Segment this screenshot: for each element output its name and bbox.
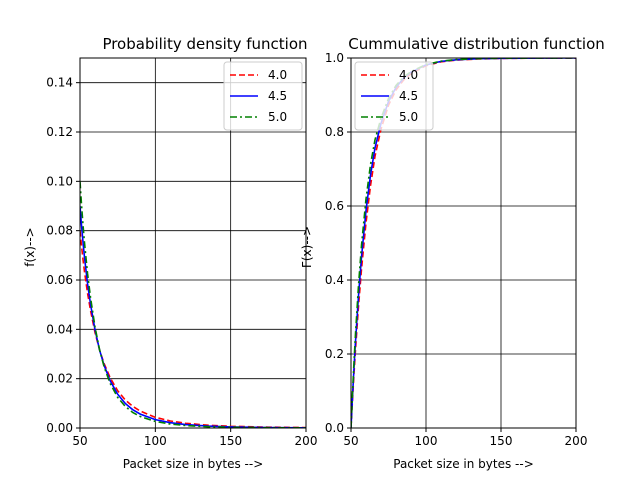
pdf-chart: 50 100 150 200 0.00 0.02 0.04 0.06 0.08 0.10 0.12 0…: [23, 35, 317, 471]
cdf-y-tick-label: 0.8: [325, 125, 344, 139]
cdf-title: Cummulative distribution function: [348, 35, 605, 53]
pdf-legend: 4.0 4.5 5.0: [223, 61, 303, 131]
cdf-x-axis-label: Packet size in bytes -->: [393, 457, 534, 471]
cdf-x-tick-label: 150: [490, 434, 513, 448]
cdf-x-tick-label: 100: [415, 434, 438, 448]
cdf-plot-frame: [350, 57, 577, 429]
cdf-y-tick-label: 0.6: [325, 199, 344, 213]
cdf-x-tick-label: 50: [343, 434, 358, 448]
cdf-legend-label-1: 4.5: [399, 89, 418, 103]
pdf-legend-label-1: 4.5: [268, 89, 287, 103]
pdf-x-tick-label: 200: [295, 434, 318, 448]
pdf-series-line-1: [80, 205, 306, 428]
cdf-y-tick-label: 0.2: [325, 347, 344, 361]
cdf-y-tick-label: 0.0: [325, 421, 344, 435]
pdf-x-tick-label: 150: [219, 434, 242, 448]
cdf-y-tick-label: 0.4: [325, 273, 344, 287]
cdf-legend-box: [354, 61, 434, 131]
pdf-x-tick-label: 50: [72, 434, 87, 448]
pdf-y-tick-label: 0.10: [46, 174, 73, 188]
cdf-legend-label-0: 4.0: [399, 68, 418, 82]
pdf-plot-frame: [79, 57, 307, 429]
pdf-legend-label-0: 4.0: [268, 68, 287, 82]
pdf-y-tick-label: 0.04: [46, 322, 73, 336]
pdf-x-tick-label: 100: [144, 434, 167, 448]
pdf-series-line-0: [80, 230, 306, 428]
pdf-y-tick-label: 0.06: [46, 273, 73, 287]
pdf-series-line-2: [80, 181, 306, 428]
pdf-title: Probability density function: [102, 35, 307, 53]
cdf-y-axis-label: F(x)-->: [300, 226, 314, 268]
cdf-ticks: 50 100 150 200 0.0 0.2 0.4 0.6 0.8 1.0: [325, 51, 588, 448]
cdf-y-tick-label: 1.0: [325, 51, 344, 65]
pdf-y-tick-label: 0.14: [46, 76, 73, 90]
pdf-x-axis-label: Packet size in bytes -->: [123, 457, 264, 471]
pdf-y-axis-label: f(x)-->: [23, 227, 37, 266]
cdf-legend-label-2: 5.0: [399, 110, 418, 124]
cdf-x-tick-label: 200: [565, 434, 588, 448]
pdf-legend-label-2: 5.0: [268, 110, 287, 124]
pdf-y-tick-label: 0.08: [46, 224, 73, 238]
cdf-legend: 4.0 4.5 5.0: [354, 61, 434, 131]
pdf-y-tick-label: 0.02: [46, 372, 73, 386]
pdf-ticks: 50 100 150 200 0.00 0.02 0.04 0.06 0.08 0.10 0.12 0…: [46, 76, 317, 448]
pdf-y-tick-label: 0.12: [46, 125, 73, 139]
pdf-series: [80, 181, 306, 428]
cdf-chart: 50 100 150 200 0.0 0.2 0.4 0.6 0.8 1.0 Cummulativ…: [300, 35, 605, 471]
pdf-y-tick-label: 0.00: [46, 421, 73, 435]
pdf-legend-box: [223, 61, 303, 131]
